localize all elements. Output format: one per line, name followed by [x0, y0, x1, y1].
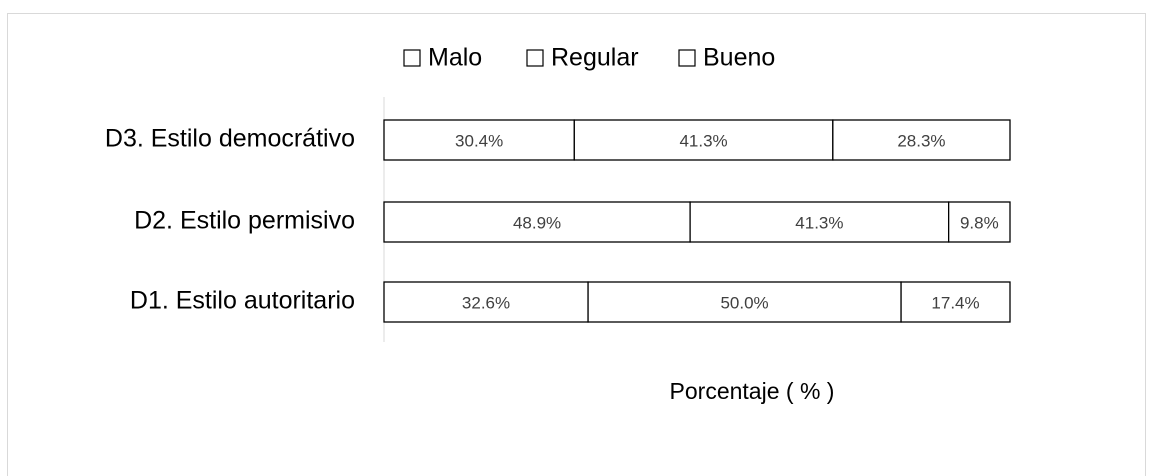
value-label: 48.9%: [513, 213, 561, 232]
value-label: 28.3%: [897, 131, 945, 150]
category-label: D2. Estilo permisivo: [134, 207, 355, 235]
bar-segment: [900, 281, 1011, 323]
value-label: 9.8%: [960, 213, 999, 232]
legend-swatch: [526, 49, 544, 67]
bar-segment: [948, 201, 1011, 243]
value-label: 50.0%: [720, 293, 768, 312]
value-label: 17.4%: [931, 293, 979, 312]
value-label: 30.4%: [455, 131, 503, 150]
bar-segment: [832, 119, 1011, 161]
bar-segment: [587, 281, 902, 323]
legend-label: Malo: [428, 44, 482, 72]
legend-swatch: [403, 49, 421, 67]
value-label: 41.3%: [679, 131, 727, 150]
value-label: 41.3%: [795, 213, 843, 232]
legend-label: Regular: [551, 44, 639, 72]
legend-label: Bueno: [703, 44, 775, 72]
category-label: D3. Estilo democrátivo: [105, 125, 355, 153]
legend-swatch: [678, 49, 696, 67]
x-axis-title: Porcentaje ( % ): [670, 378, 835, 404]
chart-frame: [7, 13, 1146, 476]
category-label: D1. Estilo autoritario: [130, 287, 355, 315]
value-label: 32.6%: [462, 293, 510, 312]
